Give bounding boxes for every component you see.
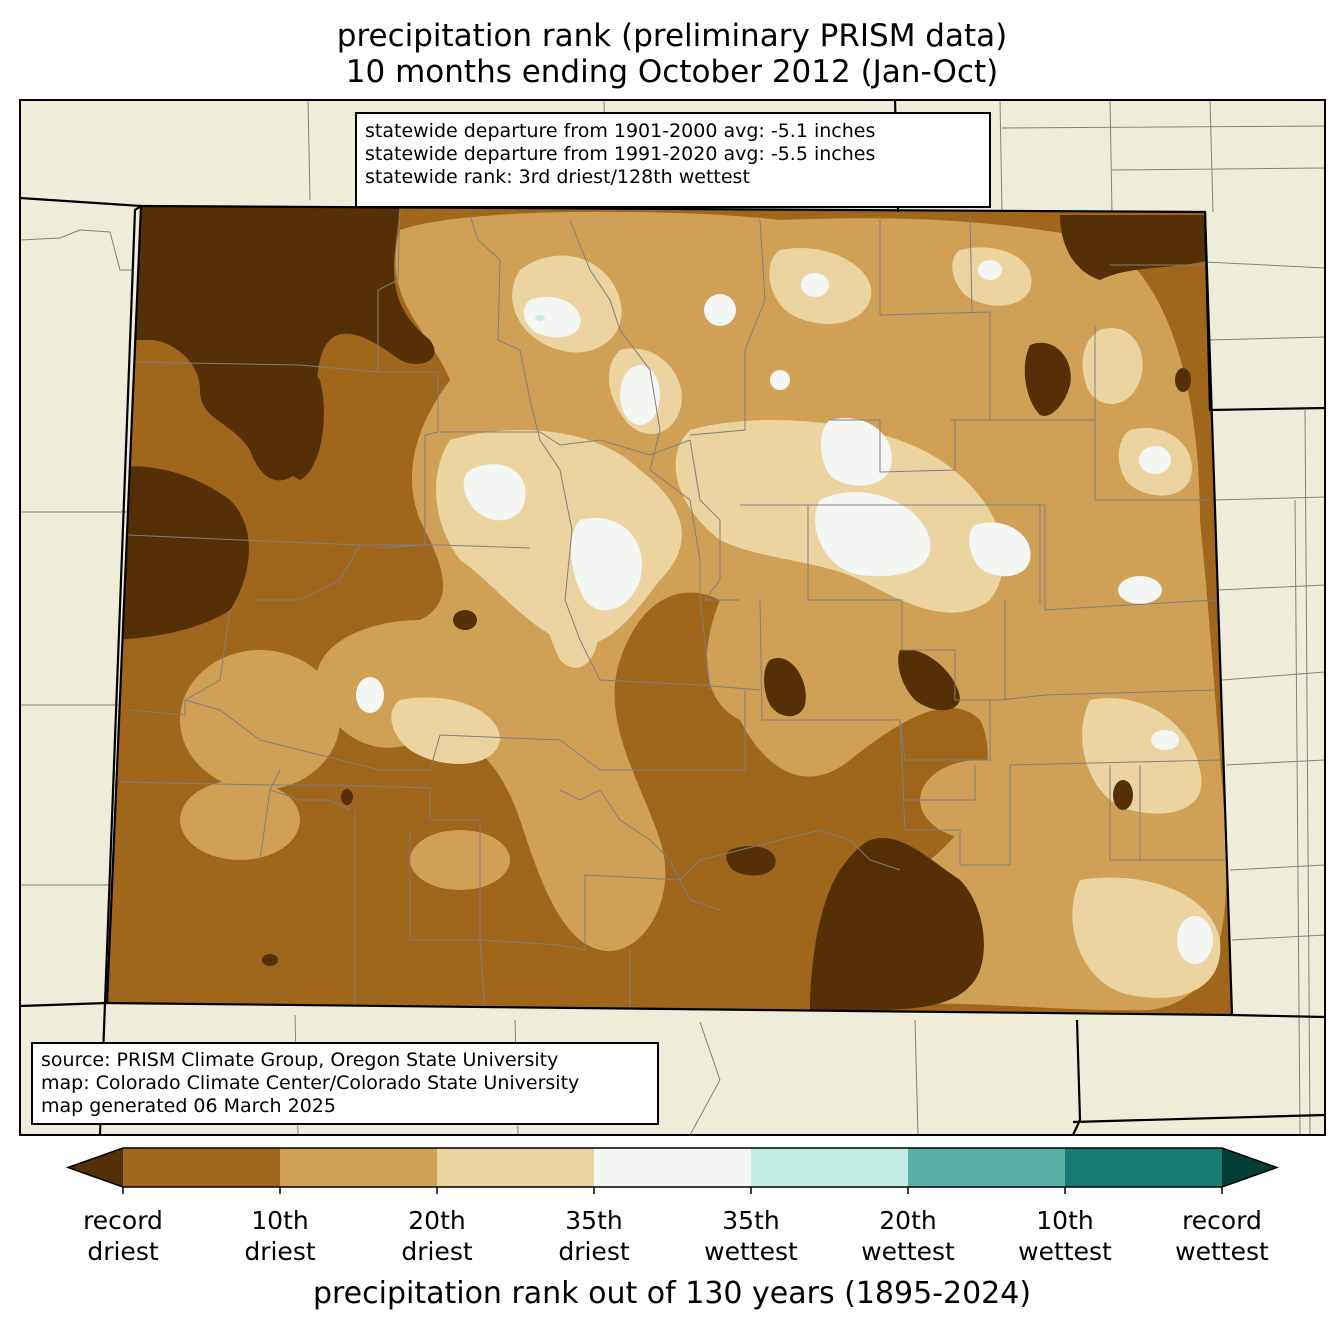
colorbar-tick-label: 35th wettest <box>671 1205 831 1267</box>
colorbar-tick-label: 35th driest <box>514 1205 674 1267</box>
tick-label-rank: 10th <box>251 1206 309 1235</box>
tick-label-class: wettest <box>704 1237 798 1266</box>
precip-rank-field <box>107 206 1232 1015</box>
map-frame <box>19 99 1326 1136</box>
colorbar-tick-label: 10th wettest <box>985 1205 1145 1267</box>
tick-label-class: driest <box>244 1237 316 1266</box>
colorbar <box>65 1147 1280 1194</box>
tick-label-class: driest <box>401 1237 473 1266</box>
map-title-line2: 10 months ending October 2012 (Jan-Oct) <box>345 54 999 90</box>
colorbar-segment <box>123 1148 281 1187</box>
map-title-line1: precipitation rank (preliminary PRISM da… <box>336 18 1008 54</box>
tick-label-rank: 10th <box>1036 1206 1094 1235</box>
county-lines <box>119 206 1225 1011</box>
colorbar-segment <box>280 1148 438 1187</box>
tick-label-rank: 20th <box>408 1206 466 1235</box>
tick-label-class: wettest <box>1175 1237 1269 1266</box>
source-line-2: map: Colorado Climate Center/Colorado St… <box>41 1072 580 1094</box>
colorbar-tick-label: 20th driest <box>357 1205 517 1267</box>
stats-line-1: statewide departure from 1901-2000 avg: … <box>365 120 876 142</box>
stats-line-2: statewide departure from 1991-2020 avg: … <box>365 143 876 165</box>
tick-label-rank: 35th <box>565 1206 623 1235</box>
colorbar-tick-label: record driest <box>43 1205 203 1267</box>
colorbar-tick-label: 20th wettest <box>828 1205 988 1267</box>
colorbar-label: precipitation rank out of 130 years (189… <box>312 1276 1032 1311</box>
source-line-1: source: PRISM Climate Group, Oregon Stat… <box>41 1049 559 1071</box>
colorbar-tick-label: record wettest <box>1142 1205 1302 1267</box>
tick-label-class: driest <box>558 1237 630 1266</box>
colorbar-extend-high <box>1222 1148 1277 1187</box>
stats-line-3: statewide rank: 3rd driest/128th wettest <box>365 166 750 188</box>
tick-label-rank: record <box>1182 1206 1262 1235</box>
tick-label-rank: record <box>83 1206 163 1235</box>
colorbar-extend-low <box>68 1148 123 1187</box>
colorbar-tick-label: 10th driest <box>200 1205 360 1267</box>
tick-label-rank: 20th <box>879 1206 937 1235</box>
colorbar-segment <box>751 1148 909 1187</box>
tick-label-class: wettest <box>861 1237 955 1266</box>
colorbar-segment <box>594 1148 752 1187</box>
statewide-stats-box: statewide departure from 1901-2000 avg: … <box>355 112 991 208</box>
source-line-3: map generated 06 March 2025 <box>41 1095 336 1117</box>
tick-label-rank: 35th <box>722 1206 780 1235</box>
colorbar-segment <box>908 1148 1066 1187</box>
colorbar-segment <box>437 1148 595 1187</box>
source-box: source: PRISM Climate Group, Oregon Stat… <box>31 1042 659 1125</box>
tick-label-class: wettest <box>1018 1237 1112 1266</box>
tick-label-class: driest <box>87 1237 159 1266</box>
colorbar-segment <box>1065 1148 1223 1187</box>
